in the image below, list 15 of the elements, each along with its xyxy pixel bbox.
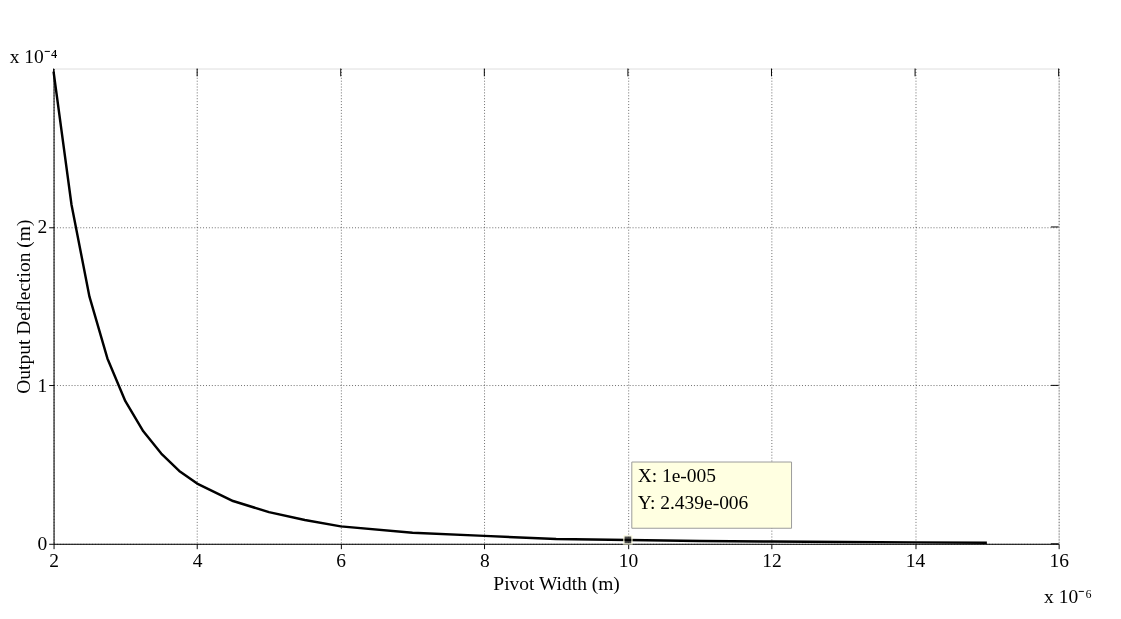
text: x 10⁻⁴ (9, 45, 58, 67)
x-tick-label: 14 (905, 549, 926, 571)
x-tick-label: 4 (192, 549, 203, 571)
x-tick-label: 10 (618, 549, 639, 571)
x-tick-label: 12 (762, 549, 782, 571)
x-tick-label: 16 (1049, 549, 1070, 571)
y-tick-label: 2 (37, 216, 48, 238)
x-tick-label: 6 (336, 549, 347, 571)
x-axis-title: Pivot Width (m) (493, 573, 620, 596)
annotation: X: 1e-005 Y: 2.439e-006 (637, 464, 749, 513)
x-tick-label: 8 (479, 549, 490, 571)
y-tick-label: 0 (37, 533, 48, 555)
y-axis-title: Output Deflection (m) (12, 219, 35, 394)
y-tick-label: 1 (37, 374, 48, 396)
text: x 10⁻⁶ (1044, 586, 1092, 608)
